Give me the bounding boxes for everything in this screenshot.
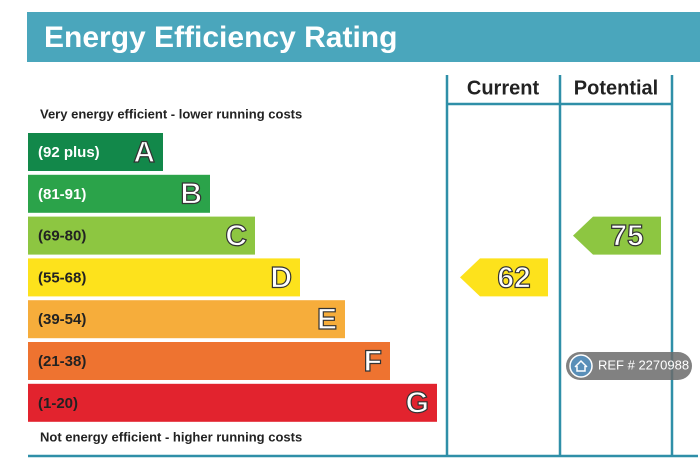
top-note: Very energy efficient - lower running co…: [40, 106, 302, 121]
rating-arrow: [460, 258, 548, 297]
band-letter: B: [180, 178, 202, 211]
rating-band: [28, 216, 255, 255]
rating-band: [28, 300, 345, 339]
band-letter: D: [270, 261, 292, 294]
title-bar: [27, 12, 700, 62]
rating-arrow: [573, 216, 661, 255]
band-range: (1-20): [38, 395, 78, 412]
column-header: Current: [467, 77, 540, 99]
band-letter: E: [317, 303, 337, 336]
band-range: (81-91): [38, 186, 86, 203]
bottom-note: Not energy efficient - higher running co…: [40, 429, 302, 444]
ref-background: [566, 352, 692, 380]
band-range: (69-80): [38, 228, 86, 245]
rating-band: [28, 383, 437, 422]
ref-badge: REF # 2270988: [566, 352, 692, 380]
band-letter: G: [406, 387, 429, 420]
title: Energy Efficiency Rating: [44, 21, 397, 54]
band-letter: C: [225, 220, 247, 253]
band-range: (55-68): [38, 269, 86, 286]
band-letter: A: [133, 136, 155, 169]
ref-text: REF # 2270988: [598, 357, 689, 372]
rating-value: 62: [497, 261, 530, 294]
band-range: (39-54): [38, 311, 86, 328]
column-header: Potential: [574, 77, 658, 99]
rating-band: [28, 133, 163, 171]
rating-band: [28, 342, 390, 380]
band-letter: F: [364, 345, 382, 378]
rating-band: [28, 258, 300, 297]
band-range: (92 plus): [38, 144, 100, 161]
home-glyph: [574, 359, 588, 372]
band-range: (21-38): [38, 353, 86, 370]
rating-value: 75: [610, 220, 643, 253]
rating-band: [28, 174, 210, 213]
home-icon: [569, 354, 593, 378]
